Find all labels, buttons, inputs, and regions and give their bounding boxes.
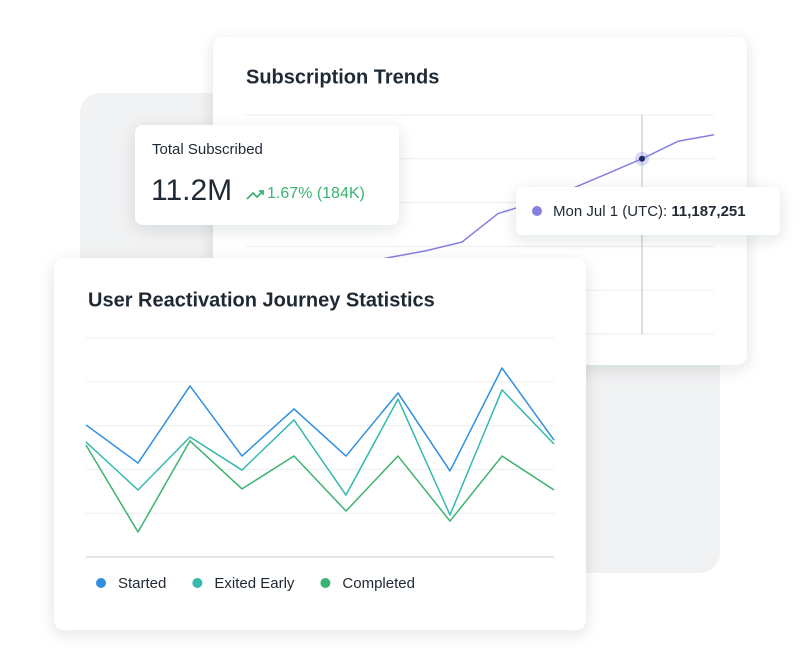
highlight-point bbox=[639, 155, 645, 162]
tooltip-value: 11,187,251 bbox=[671, 203, 745, 220]
legend-label: Exited Early bbox=[214, 575, 295, 592]
legend-dot bbox=[96, 578, 106, 588]
trend-icon bbox=[246, 190, 264, 200]
tooltip-text: Mon Jul 1 (UTC): 11,187,251 bbox=[553, 203, 746, 220]
summary-card: Total Subscribed 11.2M 1.67% (184K) bbox=[135, 125, 399, 225]
tooltip: Mon Jul 1 (UTC): 11,187,251 bbox=[516, 187, 780, 235]
series-line bbox=[85, 389, 555, 516]
trend-icon-head bbox=[259, 190, 264, 195]
summary-change: 1.67% (184K) bbox=[267, 185, 365, 202]
card-title: Subscription Trends bbox=[246, 66, 439, 88]
series-line bbox=[85, 367, 555, 472]
card-title: User Reactivation Journey Statistics bbox=[88, 289, 435, 311]
card-bg bbox=[135, 125, 399, 225]
legend-dot bbox=[192, 578, 203, 588]
legend-label: Completed bbox=[342, 575, 415, 592]
tooltip-dot bbox=[532, 206, 542, 216]
legend-label: Started bbox=[118, 575, 166, 592]
tooltip-label: Mon Jul 1 (UTC): bbox=[553, 203, 667, 220]
series-line bbox=[85, 440, 555, 533]
reactivation-card: User Reactivation Journey Statistics Star… bbox=[54, 258, 586, 630]
card-bg bbox=[54, 258, 586, 630]
summary-value: 11.2M bbox=[151, 174, 232, 207]
legend-dot bbox=[320, 578, 331, 588]
summary-label: Total Subscribed bbox=[152, 141, 263, 158]
tooltip-bg bbox=[516, 187, 780, 235]
